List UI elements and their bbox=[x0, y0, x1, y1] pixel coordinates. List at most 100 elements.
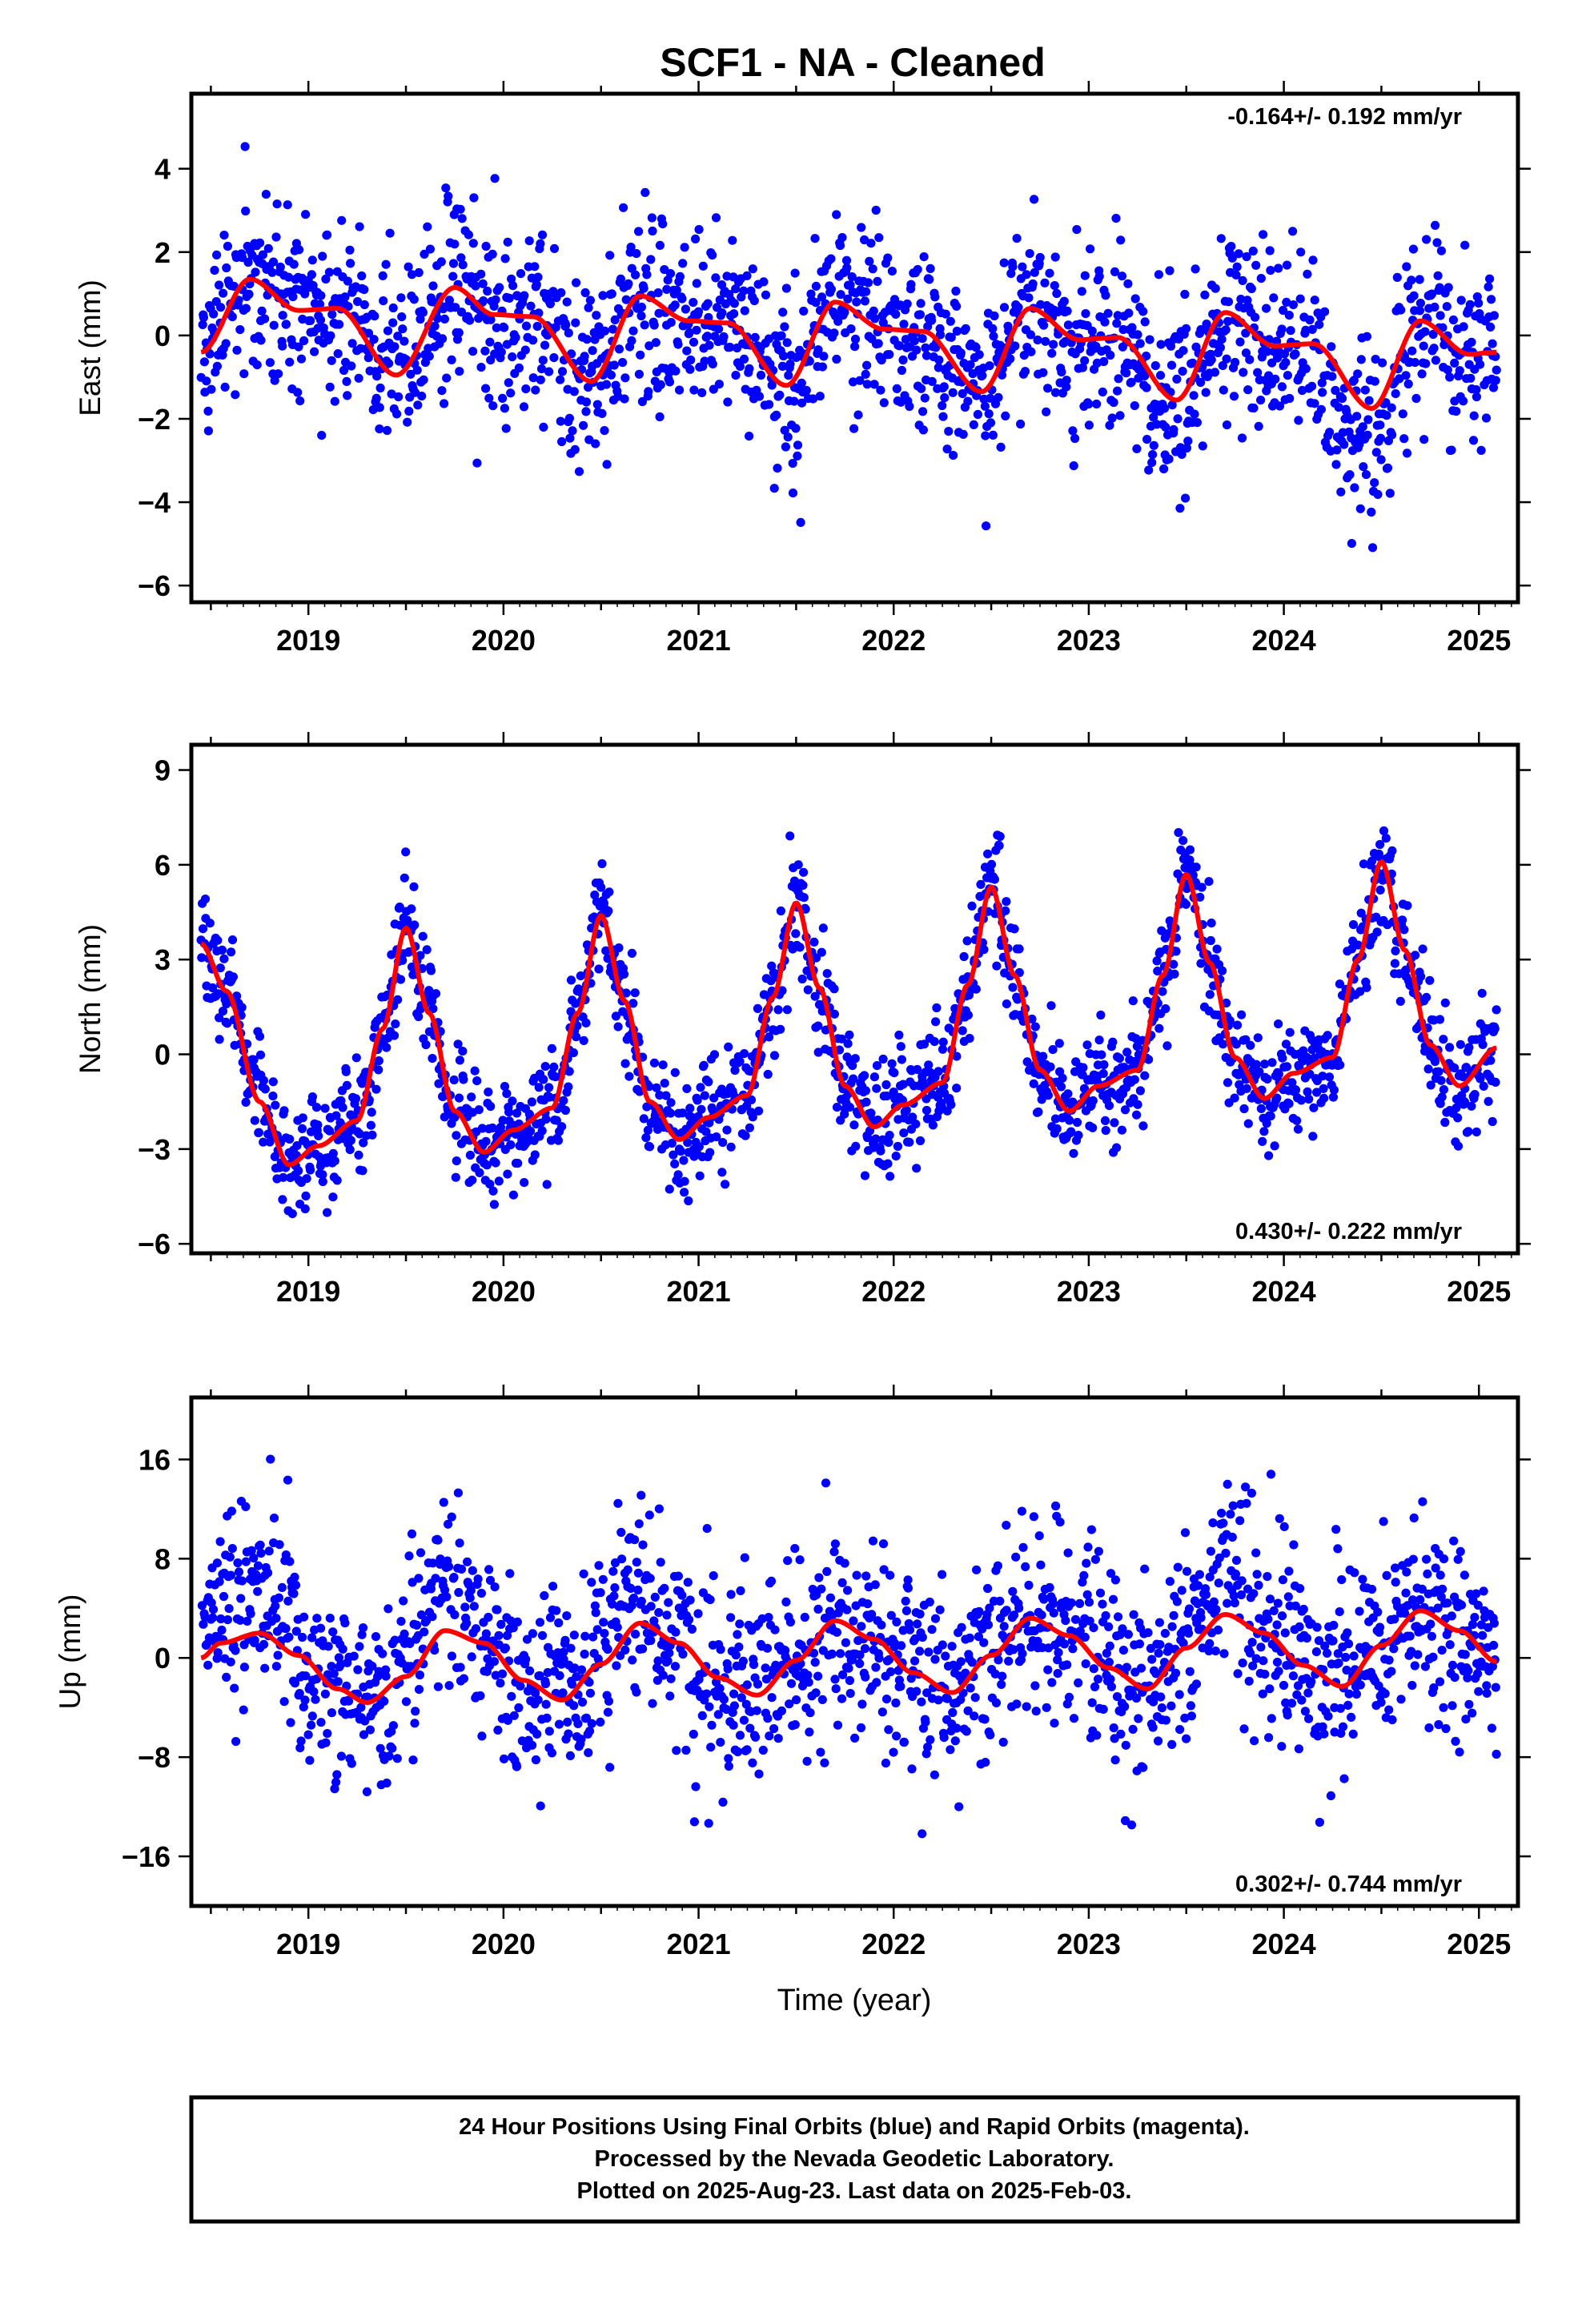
up-point bbox=[223, 1615, 232, 1625]
up-point bbox=[283, 1475, 293, 1485]
north-point bbox=[594, 964, 604, 974]
up-point bbox=[522, 1634, 532, 1644]
north-point bbox=[465, 1150, 476, 1160]
north-point bbox=[314, 1131, 323, 1140]
north-point bbox=[604, 906, 613, 916]
up-point bbox=[877, 1620, 886, 1630]
north-point bbox=[1082, 1040, 1092, 1050]
east-point bbox=[1072, 225, 1082, 235]
east-point bbox=[260, 314, 270, 324]
up-point bbox=[499, 1754, 509, 1763]
up-point bbox=[805, 1708, 815, 1718]
east-point bbox=[918, 407, 928, 416]
east-point bbox=[232, 345, 242, 355]
up-point bbox=[997, 1679, 1006, 1689]
north-point bbox=[1185, 845, 1195, 854]
up-point bbox=[507, 1691, 516, 1701]
up-point bbox=[961, 1668, 970, 1678]
up-point bbox=[1049, 1608, 1058, 1618]
east-point bbox=[952, 301, 962, 311]
east-point bbox=[318, 251, 327, 261]
up-point bbox=[246, 1609, 255, 1618]
north-point bbox=[881, 1080, 891, 1090]
east-point bbox=[1077, 287, 1086, 296]
east-point bbox=[832, 354, 841, 364]
up-point bbox=[903, 1583, 913, 1593]
north-point bbox=[722, 1125, 732, 1135]
east-point bbox=[359, 285, 369, 295]
north-point bbox=[799, 893, 809, 903]
east-point bbox=[651, 338, 661, 348]
up-point bbox=[934, 1695, 943, 1705]
north-points bbox=[196, 826, 1501, 1219]
east-point bbox=[1116, 235, 1126, 245]
east-point bbox=[785, 360, 795, 369]
east-point bbox=[767, 380, 777, 390]
up-point bbox=[580, 1631, 590, 1641]
north-point bbox=[1439, 1035, 1448, 1044]
north-point bbox=[676, 1146, 686, 1156]
east-point bbox=[456, 253, 466, 263]
north-point bbox=[1100, 1116, 1110, 1125]
east-point bbox=[899, 320, 909, 329]
up-point bbox=[440, 1585, 450, 1595]
east-point bbox=[1331, 460, 1341, 469]
up-point bbox=[660, 1583, 669, 1593]
east-point bbox=[283, 200, 292, 210]
east-point bbox=[607, 289, 616, 299]
north-point bbox=[803, 985, 813, 995]
east-point bbox=[1218, 360, 1227, 371]
east-point bbox=[500, 323, 509, 332]
north-ytick-label: −6 bbox=[138, 1228, 171, 1261]
up-point bbox=[901, 1606, 911, 1615]
east-point bbox=[531, 385, 540, 395]
east-point bbox=[545, 299, 556, 308]
east-point bbox=[379, 296, 388, 306]
up-point bbox=[384, 1751, 394, 1761]
up-point bbox=[972, 1565, 982, 1574]
up-point bbox=[860, 1644, 870, 1654]
up-point bbox=[1116, 1729, 1126, 1739]
east-point bbox=[980, 401, 990, 411]
east-point bbox=[789, 396, 799, 406]
north-point bbox=[952, 1051, 962, 1061]
up-point bbox=[723, 1664, 733, 1674]
north-point bbox=[1270, 1141, 1279, 1151]
north-point bbox=[1122, 1047, 1132, 1057]
east-point bbox=[556, 287, 566, 298]
north-point bbox=[486, 1101, 496, 1112]
east-point bbox=[1387, 403, 1396, 412]
east-point bbox=[1291, 349, 1300, 359]
up-point bbox=[999, 1622, 1009, 1631]
up-point bbox=[241, 1557, 251, 1566]
east-point bbox=[1069, 461, 1078, 471]
east-point bbox=[390, 342, 400, 352]
north-point bbox=[1218, 1039, 1228, 1049]
east-point bbox=[1215, 343, 1225, 352]
north-point bbox=[1287, 1078, 1297, 1088]
east-point bbox=[600, 326, 610, 336]
up-point bbox=[678, 1649, 688, 1659]
east-point bbox=[951, 286, 961, 296]
north-point bbox=[1128, 996, 1138, 1006]
up-point bbox=[921, 1749, 931, 1759]
east-point bbox=[948, 388, 958, 397]
east-point bbox=[990, 311, 999, 321]
east-point bbox=[1481, 413, 1492, 423]
up-point bbox=[275, 1540, 284, 1550]
north-point bbox=[219, 954, 229, 963]
up-point bbox=[584, 1678, 594, 1687]
up-point bbox=[917, 1697, 926, 1707]
north-point bbox=[893, 1141, 902, 1152]
north-point bbox=[421, 1039, 431, 1050]
up-point bbox=[447, 1512, 456, 1522]
north-point bbox=[325, 1126, 335, 1136]
up-point bbox=[802, 1756, 812, 1766]
up-point bbox=[233, 1558, 243, 1568]
east-point bbox=[1181, 493, 1191, 503]
north-point bbox=[693, 1096, 702, 1105]
east-point bbox=[878, 318, 888, 328]
east-point bbox=[507, 274, 516, 283]
east-point bbox=[321, 274, 331, 284]
east-point bbox=[1350, 483, 1359, 493]
